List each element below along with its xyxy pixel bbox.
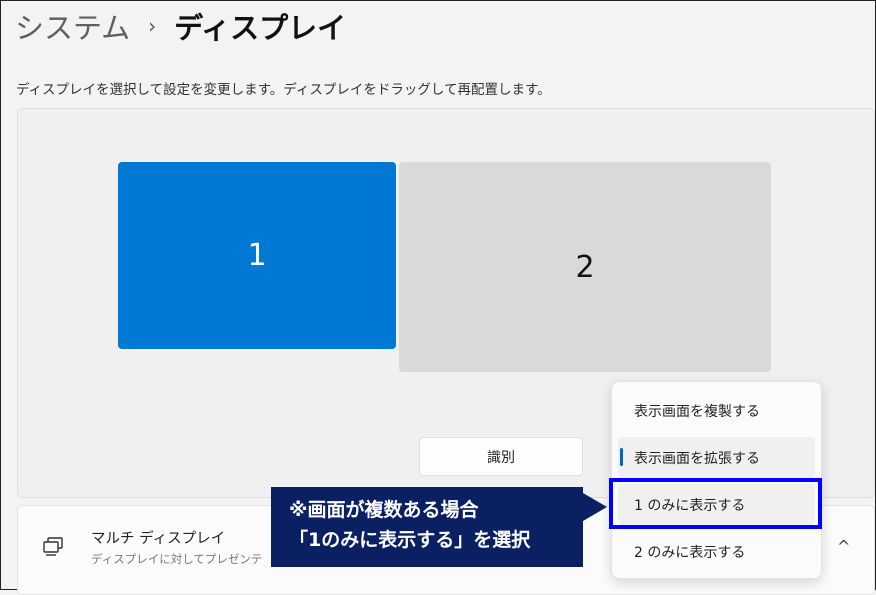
- identify-button[interactable]: 識別: [419, 437, 583, 476]
- multi-display-title: マルチ ディスプレイ: [91, 531, 226, 547]
- monitor-1[interactable]: 1: [118, 162, 396, 349]
- menu-item-show-only-1[interactable]: 1 のみに表示する: [618, 484, 815, 525]
- page-title: ディスプレイ: [174, 11, 347, 45]
- annotation-callout: ※画面が複数ある場合 「1のみに表示する」を選択: [271, 487, 583, 567]
- multi-display-subtitle: ディスプレイに対してプレゼンテ: [91, 552, 263, 566]
- menu-item-duplicate[interactable]: 表示画面を複製する: [634, 403, 760, 420]
- description: ディスプレイを選択して設定を変更します。ディスプレイをドラッグして再配置します。: [16, 82, 551, 98]
- menu-item-show-only-2[interactable]: 2 のみに表示する: [634, 544, 746, 561]
- callout-line-1: ※画面が複数ある場合: [289, 499, 479, 521]
- menu-item-extend[interactable]: 表示画面を拡張する: [618, 437, 815, 478]
- chevron-right-icon: ›: [148, 14, 157, 38]
- breadcrumb: システム › ディスプレイ: [15, 5, 346, 47]
- callout-line-2: 「1のみに表示する」を選択: [289, 529, 531, 551]
- breadcrumb-parent[interactable]: システム: [15, 11, 131, 45]
- highlight-box: [609, 478, 822, 529]
- callout-arrow: [583, 493, 607, 521]
- selected-indicator: [620, 448, 623, 466]
- multi-monitor-icon: [43, 537, 63, 556]
- monitor-2[interactable]: 2: [399, 162, 771, 372]
- chevron-up-icon[interactable]: ^: [837, 537, 851, 556]
